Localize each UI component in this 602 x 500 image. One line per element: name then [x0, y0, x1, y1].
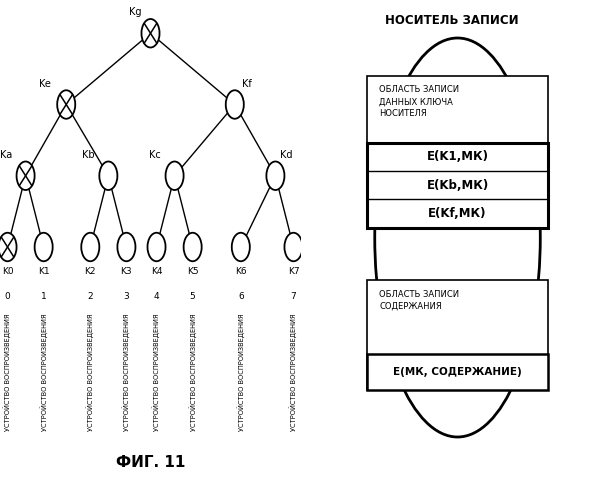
Circle shape — [184, 233, 202, 261]
Text: E(K1,МК): E(K1,МК) — [427, 150, 488, 163]
FancyBboxPatch shape — [367, 76, 548, 228]
FancyBboxPatch shape — [367, 354, 548, 390]
Text: НОСИТЕЛЬ ЗАПИСИ: НОСИТЕЛЬ ЗАПИСИ — [385, 14, 518, 27]
Text: 0: 0 — [5, 292, 10, 301]
Circle shape — [17, 162, 35, 190]
Text: Kb: Kb — [82, 150, 95, 160]
Text: Kf: Kf — [242, 79, 252, 89]
Text: K7: K7 — [288, 267, 299, 276]
Text: 4: 4 — [154, 292, 160, 301]
Text: УСТРОЙСТВО ВОСПРОИЗВЕДЕНИЯ: УСТРОЙСТВО ВОСПРОИЗВЕДЕНИЯ — [4, 314, 11, 431]
Text: УСТРОЙСТВО ВОСПРОИЗВЕДЕНИЯ: УСТРОЙСТВО ВОСПРОИЗВЕДЕНИЯ — [237, 314, 245, 431]
Text: K3: K3 — [120, 267, 132, 276]
Text: УСТРОЙСТВО ВОСПРОИЗВЕДЕНИЯ: УСТРОЙСТВО ВОСПРОИЗВЕДЕНИЯ — [40, 314, 48, 431]
Circle shape — [57, 90, 75, 118]
Circle shape — [226, 90, 244, 118]
Text: УСТРОЙСТВО ВОСПРОИЗВЕДЕНИЯ: УСТРОЙСТВО ВОСПРОИЗВЕДЕНИЯ — [86, 314, 95, 431]
Text: Kg: Kg — [129, 6, 141, 16]
Text: ФИГ. 11: ФИГ. 11 — [116, 455, 185, 470]
Text: K1: K1 — [38, 267, 49, 276]
Text: УСТРОЙСТВО ВОСПРОИЗВЕДЕНИЯ: УСТРОЙСТВО ВОСПРОИЗВЕДЕНИЯ — [152, 314, 161, 431]
FancyBboxPatch shape — [367, 142, 548, 228]
Circle shape — [166, 162, 184, 190]
Text: 5: 5 — [190, 292, 196, 301]
Circle shape — [99, 162, 117, 190]
Circle shape — [267, 162, 284, 190]
Circle shape — [232, 233, 250, 261]
Circle shape — [147, 233, 166, 261]
Circle shape — [117, 233, 135, 261]
Text: УСТРОЙСТВО ВОСПРОИЗВЕДЕНИЯ: УСТРОЙСТВО ВОСПРОИЗВЕДЕНИЯ — [290, 314, 297, 431]
Circle shape — [34, 233, 53, 261]
Text: E(Kf,МК): E(Kf,МК) — [428, 207, 487, 220]
Text: K2: K2 — [84, 267, 96, 276]
Text: 3: 3 — [123, 292, 129, 301]
Text: 6: 6 — [238, 292, 244, 301]
Circle shape — [81, 233, 99, 261]
Circle shape — [0, 233, 17, 261]
Circle shape — [141, 19, 160, 48]
Text: K4: K4 — [150, 267, 163, 276]
Text: УСТРОЙСТВО ВОСПРОИЗВЕДЕНИЯ: УСТРОЙСТВО ВОСПРОИЗВЕДЕНИЯ — [122, 314, 131, 431]
Text: K0: K0 — [2, 267, 13, 276]
Text: Ka: Ka — [0, 150, 12, 160]
Text: Kd: Kd — [280, 150, 292, 160]
Text: ОБЛАСТЬ ЗАПИСИ
СОДЕРЖАНИЯ: ОБЛАСТЬ ЗАПИСИ СОДЕРЖАНИЯ — [379, 290, 459, 310]
Text: E(Kb,МК): E(Kb,МК) — [426, 178, 489, 192]
Text: 1: 1 — [41, 292, 46, 301]
Text: Kc: Kc — [149, 150, 161, 160]
FancyBboxPatch shape — [367, 280, 548, 390]
Text: E(МК, СОДЕРЖАНИЕ): E(МК, СОДЕРЖАНИЕ) — [393, 366, 522, 376]
Text: K5: K5 — [187, 267, 199, 276]
Text: ОБЛАСТЬ ЗАПИСИ
ДАННЫХ КЛЮЧА
НОСИТЕЛЯ: ОБЛАСТЬ ЗАПИСИ ДАННЫХ КЛЮЧА НОСИТЕЛЯ — [379, 86, 459, 118]
Text: 2: 2 — [87, 292, 93, 301]
Text: K6: K6 — [235, 267, 247, 276]
Text: УСТРОЙСТВО ВОСПРОИЗВЕДЕНИЯ: УСТРОЙСТВО ВОСПРОИЗВЕДЕНИЯ — [188, 314, 197, 431]
Text: Ke: Ke — [39, 79, 51, 89]
Text: 7: 7 — [291, 292, 296, 301]
Circle shape — [284, 233, 302, 261]
